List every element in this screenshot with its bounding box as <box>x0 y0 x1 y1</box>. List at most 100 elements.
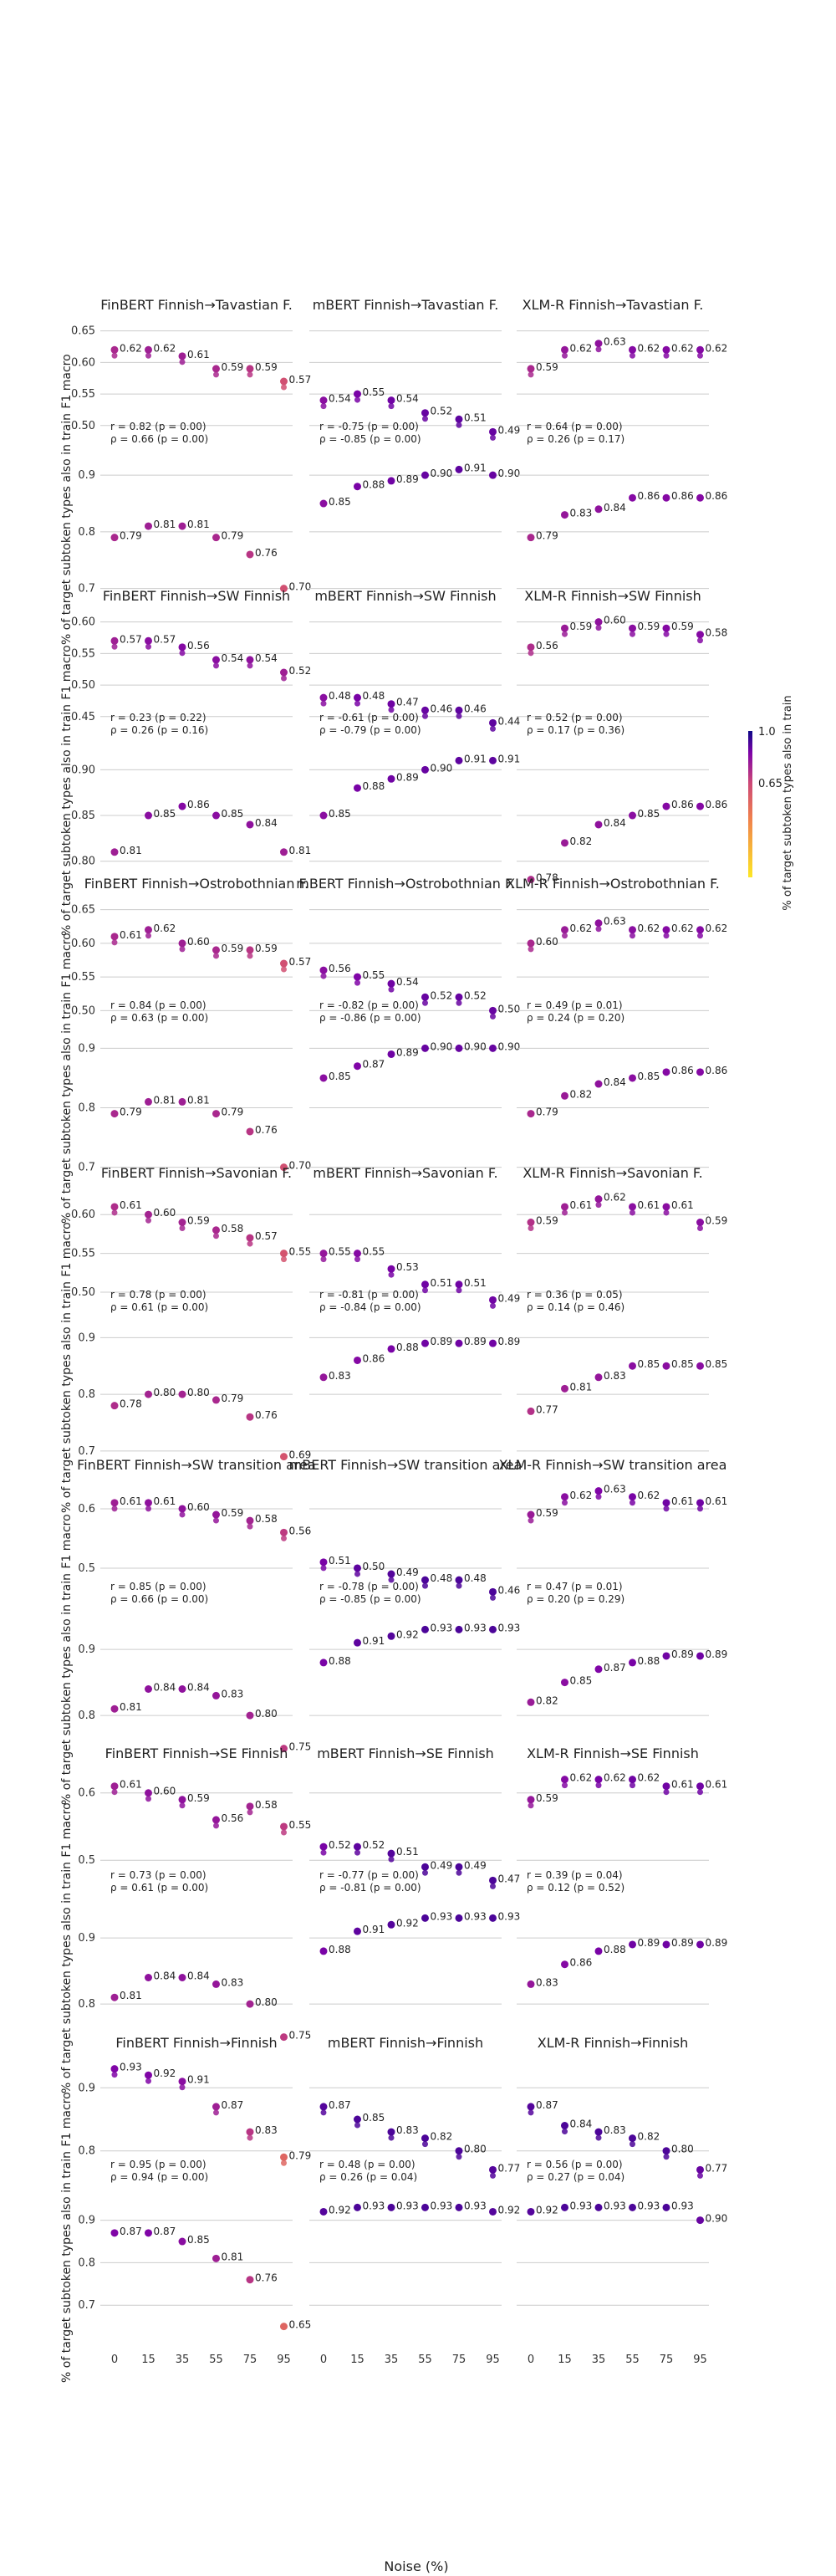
f1-point-run <box>490 1594 496 1601</box>
y-tick-label: 0.60 <box>71 616 95 629</box>
f1-point <box>421 409 429 417</box>
f1-data-label: 0.52 <box>329 1839 351 1851</box>
ratio-point <box>489 1914 497 1922</box>
f1-point <box>455 1280 463 1289</box>
y-tick-label: 0.9 <box>78 1643 95 1656</box>
ratio-point <box>145 1390 152 1398</box>
ratio-data-label: 0.88 <box>363 780 385 792</box>
ratio-point <box>594 1080 603 1088</box>
f1-point <box>354 1564 361 1572</box>
f1-point <box>319 2103 328 2111</box>
spearman-stat: ρ = -0.85 (p = 0.00) <box>319 433 421 445</box>
ratio-point <box>319 1659 328 1667</box>
y-tick-label: 0.50 <box>71 420 95 432</box>
panel-title: FinBERT Finnish→Tavastian F. <box>100 297 293 313</box>
ratio-data-label: 0.85 <box>329 808 351 820</box>
pearson-stat: r = 0.84 (p = 0.00) <box>110 999 206 1011</box>
f1-point <box>662 1499 670 1507</box>
f1-data-label: 0.48 <box>329 690 351 702</box>
ratio-point <box>455 1044 463 1052</box>
f1-data-label: 0.46 <box>464 703 487 714</box>
ratio-point <box>455 1914 463 1922</box>
f1-data-label: 0.62 <box>570 342 593 354</box>
ratio-data-label: 0.76 <box>255 1409 278 1421</box>
y-tick-label: 0.55 <box>71 971 95 984</box>
f1-data-label: 0.57 <box>289 956 312 968</box>
ratio-data-label: 0.80 <box>187 1387 210 1398</box>
f1-data-label: 0.57 <box>154 633 176 645</box>
f1-point-run <box>247 953 253 959</box>
f1-data-label: 0.62 <box>154 923 176 934</box>
f1-point <box>212 1510 220 1519</box>
f1-point-run <box>213 371 219 378</box>
f1-point <box>110 636 119 645</box>
ratio-point <box>387 1632 395 1640</box>
f1-data-label: 0.54 <box>329 393 351 405</box>
y-tick-label: 0.55 <box>71 1248 95 1260</box>
ratio-data-label: 0.92 <box>396 1917 419 1929</box>
f1-point <box>212 656 220 664</box>
f1-point-run <box>145 1796 151 1802</box>
f1-point-run <box>179 2084 186 2091</box>
ratio-point <box>489 1044 497 1052</box>
ratio-data-label: 0.80 <box>255 1996 278 2008</box>
f1-point-run <box>388 1577 395 1583</box>
f1-data-label: 0.56 <box>187 640 210 652</box>
f1-point <box>145 2071 152 2079</box>
f1-point-run <box>595 346 602 353</box>
f1-point <box>387 979 395 988</box>
f1-data-label: 0.59 <box>536 1507 558 1519</box>
f1-point-run <box>213 1233 219 1239</box>
f1-data-label: 0.59 <box>536 1792 558 1804</box>
ratio-data-label: 0.86 <box>671 490 694 502</box>
ratio-point <box>527 1980 535 1988</box>
panel: FinBERT Finnish→Ostrobothnian F. 0.65 0.60… <box>71 876 311 1174</box>
f1-point-run <box>354 979 360 986</box>
f1-data-label: 0.55 <box>363 386 385 398</box>
panel-title: FinBERT Finnish→SW transition area <box>77 1457 316 1473</box>
x-tick-label: 15 <box>350 2354 364 2366</box>
ratio-point <box>489 471 497 479</box>
pearson-stat: r = 0.95 (p = 0.00) <box>110 2159 206 2170</box>
ratio-data-label: 0.93 <box>431 2200 453 2211</box>
y-tick-label: 0.55 <box>71 388 95 401</box>
spearman-stat: ρ = 0.66 (p = 0.00) <box>110 433 208 445</box>
f1-point-run <box>528 1517 534 1524</box>
ratio-point <box>246 1413 254 1421</box>
f1-point <box>594 1776 603 1784</box>
f1-point <box>280 1822 288 1831</box>
f1-point <box>212 365 220 373</box>
f1-data-label: 0.61 <box>120 1779 142 1791</box>
panel-title: XLM-R Finnish→Finnish <box>538 2035 688 2051</box>
panel-title: mBERT Finnish→Savonian F. <box>313 1165 497 1181</box>
ratio-data-label: 0.81 <box>289 845 312 856</box>
f1-point <box>212 946 220 954</box>
ratio-data-label: 0.81 <box>120 1990 142 2001</box>
f1-point-run <box>595 926 602 933</box>
ratio-point <box>145 811 152 820</box>
panel: XLM-R Finnish→Tavastian F. 0.59 0.62 0.63 0.… <box>517 297 727 590</box>
f1-point <box>662 345 670 354</box>
f1-point-run <box>354 1571 360 1577</box>
f1-point-run <box>213 1517 219 1524</box>
y-tick-label: 0.50 <box>71 1286 95 1299</box>
ratio-data-label: 0.93 <box>498 1910 521 1922</box>
f1-point <box>354 1250 361 1258</box>
f1-data-label: 0.56 <box>329 963 351 974</box>
f1-data-label: 0.62 <box>120 342 142 354</box>
y-tick-label: 0.8 <box>78 2257 95 2269</box>
f1-data-label: 0.51 <box>329 1555 351 1567</box>
colorbar-label: % of target subtoken types also in train <box>782 695 794 910</box>
panel: FinBERT Finnish→SE Finnish 0.6 0.5 0.9 0.8 0.… <box>78 1745 311 2042</box>
ratio-point <box>662 2203 670 2211</box>
ratio-data-label: 0.89 <box>396 1046 419 1058</box>
ratio-point <box>110 2229 119 2237</box>
f1-point-run <box>697 1505 703 1512</box>
panel-title: FinBERT Finnish→SW Finnish <box>103 588 290 604</box>
ratio-data-label: 0.81 <box>120 845 142 856</box>
f1-data-label: 0.61 <box>120 1495 142 1507</box>
spearman-stat: ρ = 0.12 (p = 0.52) <box>527 1882 624 1894</box>
f1-point <box>110 933 119 941</box>
f1-point <box>354 693 361 702</box>
ratio-data-label: 0.88 <box>329 1655 351 1667</box>
